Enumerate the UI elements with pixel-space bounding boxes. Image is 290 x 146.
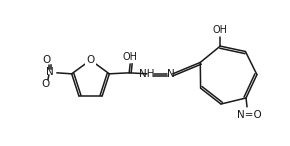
Text: N: N [167,69,175,79]
Text: O: O [43,55,51,65]
Text: OH: OH [123,52,138,62]
Text: O: O [42,79,50,89]
Text: N=O: N=O [237,110,261,120]
Text: NH: NH [139,69,155,79]
Text: N: N [46,67,54,77]
Text: OH: OH [213,25,228,35]
Text: O: O [86,55,95,65]
